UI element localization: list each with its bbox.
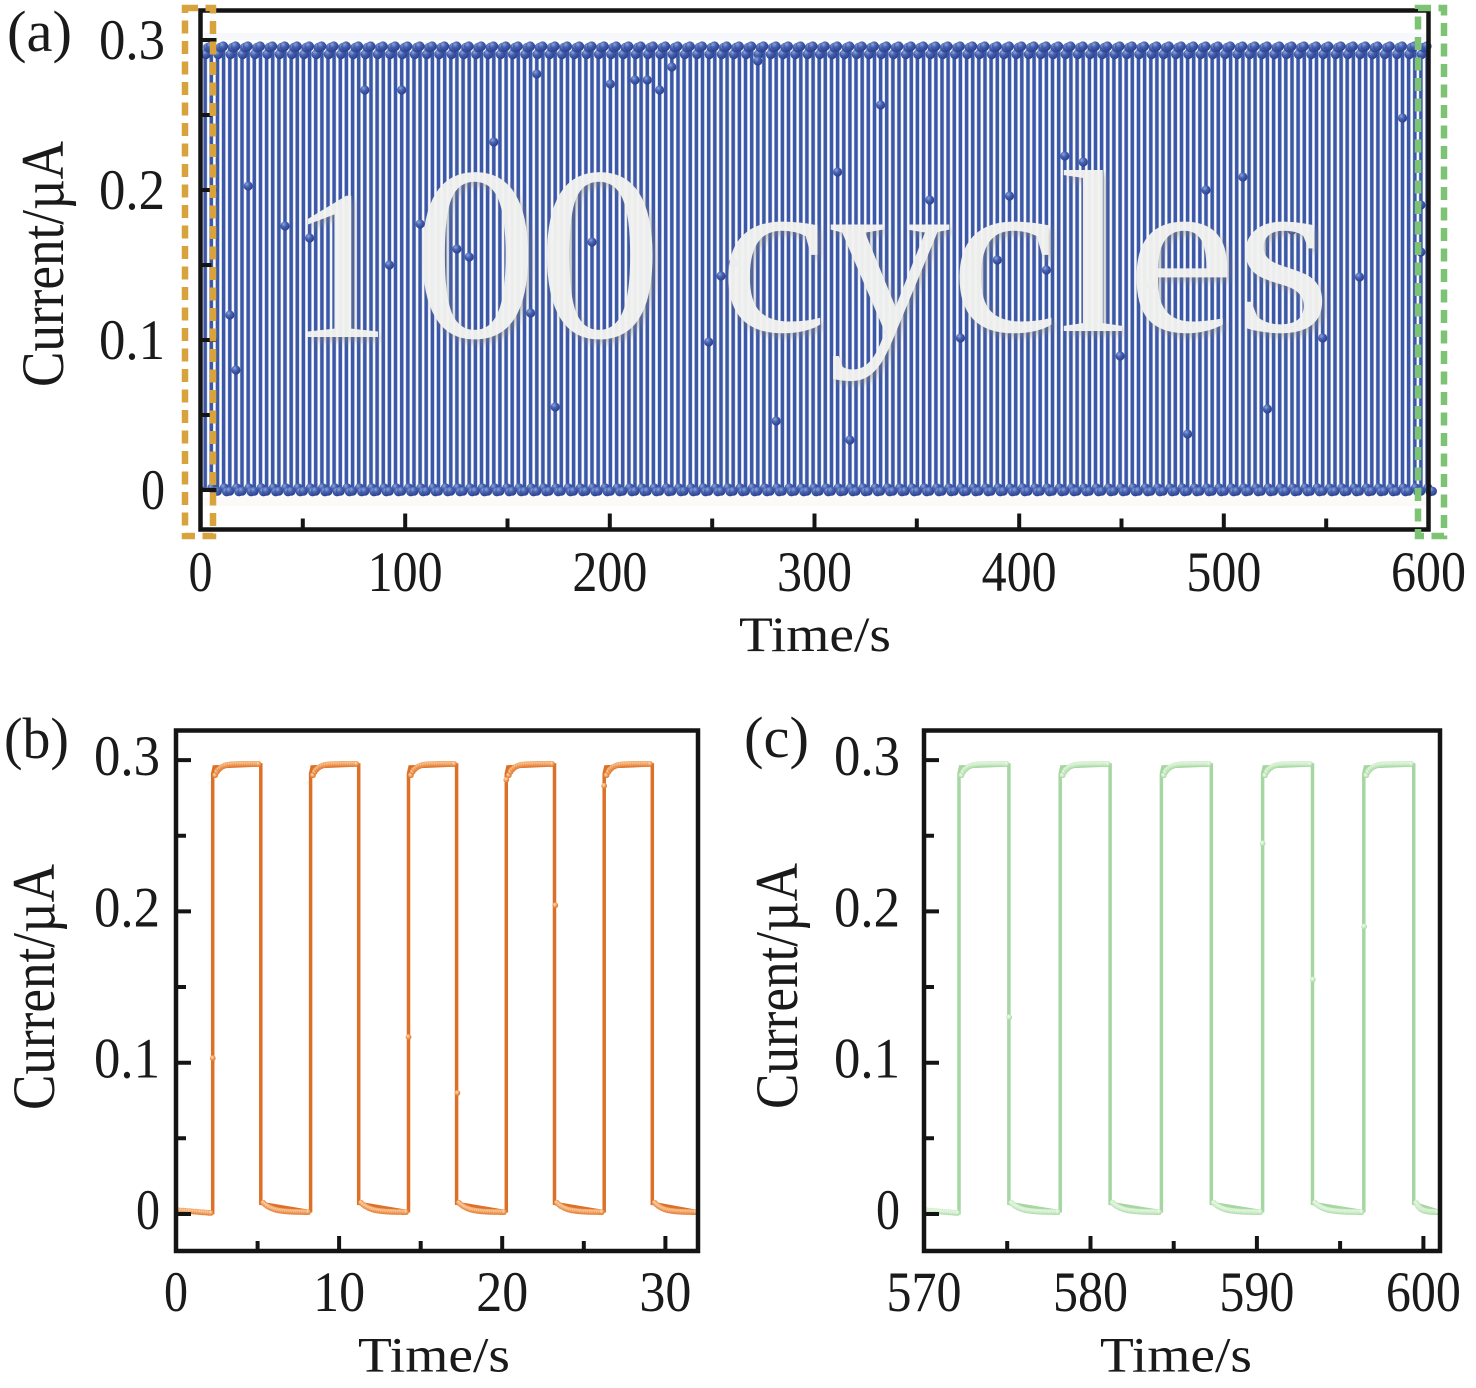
svg-text:0.1: 0.1 [834,1028,900,1091]
svg-text:(c): (c) [744,705,809,770]
svg-text:200: 200 [572,541,647,604]
svg-text:580: 580 [1053,1261,1128,1324]
svg-text:20: 20 [476,1261,528,1324]
svg-text:0.2: 0.2 [99,159,165,222]
svg-text:400: 400 [982,541,1057,604]
svg-text:500: 500 [1186,541,1261,604]
svg-text:0: 0 [164,1261,188,1324]
svg-text:30: 30 [639,1261,691,1324]
svg-text:Current/µA: Current/µA [1,864,67,1110]
svg-text:100: 100 [368,541,443,604]
svg-text:(b): (b) [4,706,69,771]
svg-text:00: 00 [413,116,662,391]
svg-text:Current/µA: Current/µA [744,863,810,1109]
svg-text:0.3: 0.3 [94,725,160,788]
svg-text:0.2: 0.2 [834,876,900,939]
svg-text:(a): (a) [7,0,72,64]
svg-text:0.3: 0.3 [99,9,165,72]
svg-text:0.2: 0.2 [94,876,160,939]
svg-text:1: 1 [290,147,390,384]
svg-text:600: 600 [1391,541,1466,604]
svg-text:Time/s: Time/s [1100,1327,1252,1383]
svg-text:0.3: 0.3 [834,725,900,788]
svg-text:Current/µA: Current/µA [10,141,76,387]
svg-text:Time/s: Time/s [358,1327,510,1383]
svg-text:590: 590 [1219,1261,1294,1324]
svg-text:0.1: 0.1 [94,1028,160,1091]
svg-text:0: 0 [136,1179,160,1242]
svg-text:Time/s: Time/s [739,606,891,662]
svg-text:0: 0 [189,541,213,604]
svg-text:300: 300 [777,541,852,604]
svg-text:0.1: 0.1 [99,309,165,372]
svg-text:0: 0 [876,1179,900,1242]
svg-text:cycles: cycles [719,125,1331,382]
svg-text:570: 570 [887,1261,962,1324]
svg-text:600: 600 [1386,1261,1461,1324]
svg-text:0: 0 [141,459,165,522]
svg-text:10: 10 [313,1261,365,1324]
